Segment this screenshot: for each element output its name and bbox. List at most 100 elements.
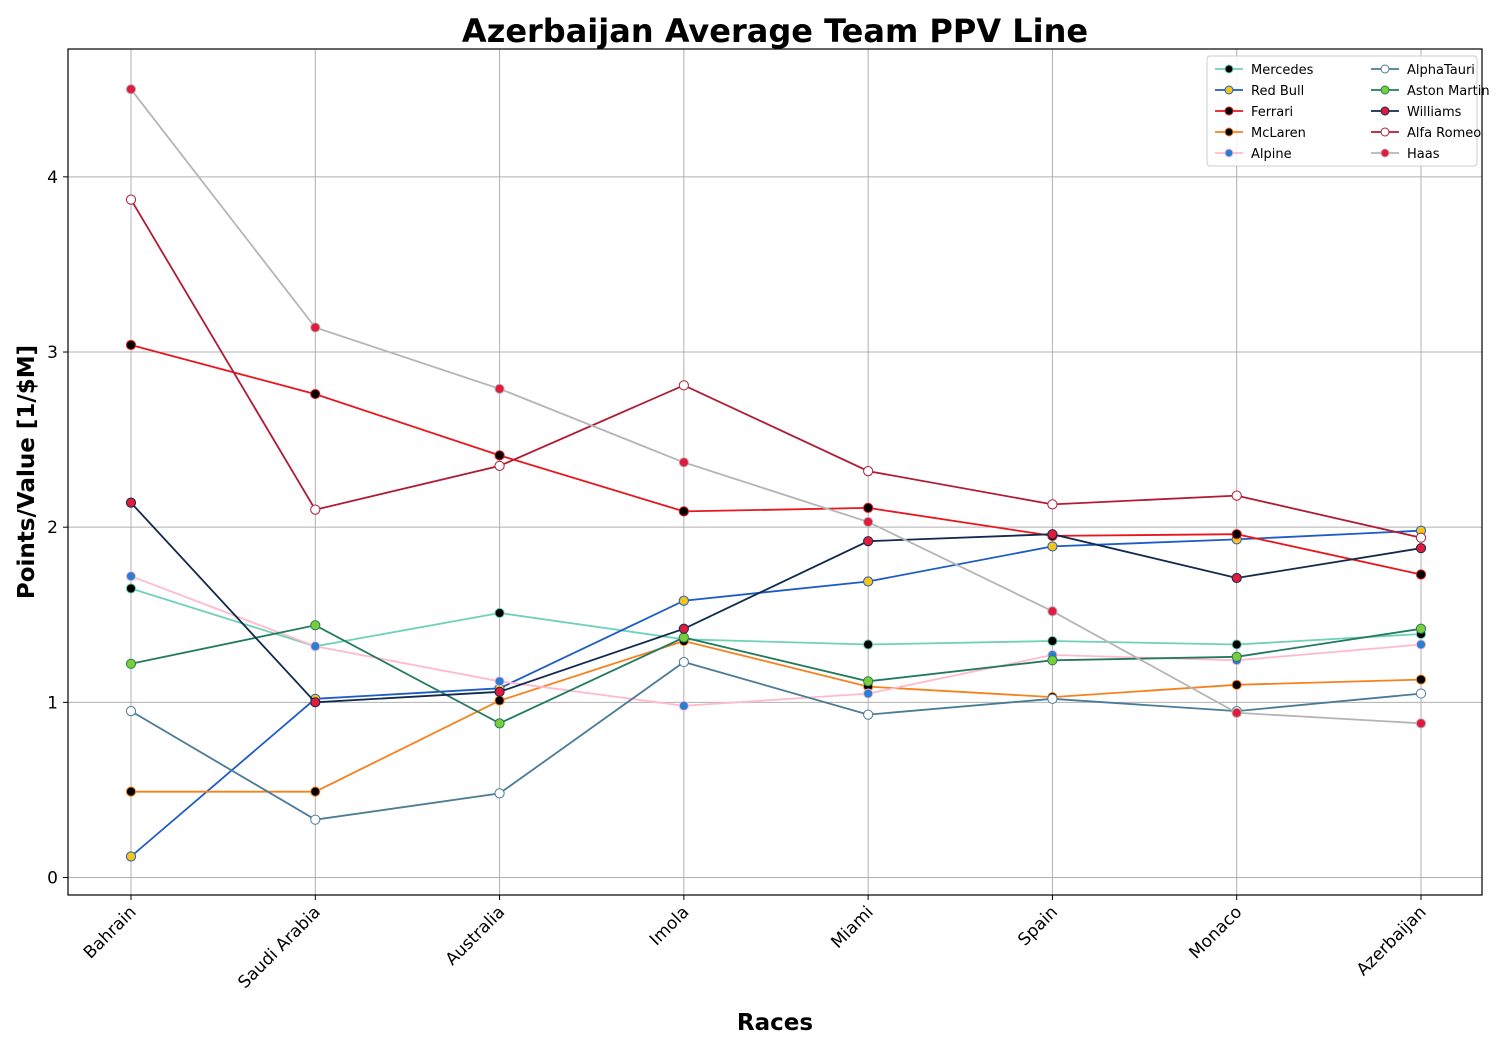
x-tick-label: Imola — [646, 902, 693, 949]
data-point-mclaren — [494, 695, 505, 706]
y-tick-label: 4 — [47, 168, 58, 188]
plot-frame — [67, 48, 1483, 896]
data-point-alphatauri — [125, 705, 137, 717]
tick-layer: Bahrain Saudi Arabia Australia Imola Miami Sp… — [47, 168, 1430, 993]
legend-item-haas: Haas — [1371, 147, 1440, 162]
data-point-williams — [1415, 543, 1427, 554]
y-tick-label: 2 — [47, 518, 58, 538]
chart-title: Azerbaijan Average Team PPV Line — [462, 12, 1088, 50]
series-line-red-bull — [130, 529, 1422, 858]
data-point-alpine — [678, 700, 689, 711]
data-point-aston-martin — [310, 620, 321, 631]
data-point-haas — [1415, 718, 1427, 729]
data-point-mercedes — [1047, 635, 1058, 647]
y-tick-label: 1 — [47, 693, 58, 713]
y-tick-label: 3 — [47, 343, 58, 363]
x-axis-label: Races — [737, 1010, 813, 1036]
series-line-haas — [130, 88, 1422, 725]
data-point-alfa-romeo — [1047, 499, 1058, 510]
legend-label: Alfa Romeo — [1407, 126, 1481, 141]
legend-item-alphatauri: AlphaTauri — [1371, 63, 1475, 78]
data-point-red-bull — [678, 595, 689, 606]
legend-item-williams: Williams — [1371, 105, 1462, 120]
x-tick-label: Saudi Arabia — [234, 902, 324, 992]
series-line-alfa-romeo — [130, 199, 1422, 539]
data-point-mclaren — [125, 786, 137, 797]
data-point-alphatauri — [310, 814, 321, 825]
data-point-williams — [1047, 529, 1058, 540]
series-williams — [125, 497, 1427, 708]
series-haas — [125, 84, 1427, 729]
data-point-alpine — [310, 641, 321, 652]
data-point-mclaren — [310, 786, 321, 797]
data-point-ferrari — [310, 388, 321, 400]
data-point-aston-martin — [1415, 623, 1427, 634]
series-line-mclaren — [131, 640, 1422, 793]
legend-marker — [1224, 85, 1234, 95]
legend-marker — [1380, 148, 1390, 158]
data-point-williams — [863, 536, 874, 547]
data-point-haas — [678, 457, 689, 468]
data-point-mclaren — [1415, 674, 1427, 685]
legend-marker — [1380, 85, 1390, 95]
data-point-haas — [494, 383, 505, 394]
x-tick-label: Spain — [1014, 902, 1062, 950]
data-point-aston-martin — [678, 632, 689, 643]
data-point-williams — [678, 623, 689, 634]
data-point-haas — [310, 322, 321, 333]
legend-marker — [1224, 148, 1234, 158]
data-point-red-bull — [125, 851, 137, 862]
legend-box — [1206, 55, 1478, 167]
x-tick-label: Miami — [827, 902, 877, 952]
data-point-alfa-romeo — [678, 380, 689, 391]
data-point-mercedes — [125, 583, 137, 594]
legend-item-ferrari: Ferrari — [1215, 105, 1293, 120]
data-point-red-bull — [863, 576, 874, 587]
series-line-mercedes — [130, 587, 1422, 648]
data-point-alphatauri — [678, 656, 689, 668]
legend-label: Williams — [1407, 105, 1462, 120]
data-point-alfa-romeo — [1415, 532, 1427, 543]
legend-item-alfa-romeo: Alfa Romeo — [1371, 126, 1481, 141]
data-point-ferrari — [125, 339, 137, 351]
legend-marker — [1224, 127, 1234, 137]
data-point-ferrari — [1231, 529, 1242, 540]
data-point-alphatauri — [494, 788, 505, 799]
legend: Mercedes Red Bull Ferrari McLaren Alpine Alph… — [1206, 55, 1490, 167]
data-point-alphatauri — [1047, 693, 1058, 704]
legend-item-mercedes: Mercedes — [1215, 63, 1314, 78]
series-line-alphatauri — [130, 661, 1422, 821]
data-point-alfa-romeo — [863, 466, 874, 477]
legend-label: AlphaTauri — [1407, 63, 1475, 78]
series-line-aston-martin — [130, 624, 1422, 725]
legend-item-mclaren: McLaren — [1215, 126, 1306, 141]
data-point-alphatauri — [1415, 688, 1427, 699]
legend-marker — [1224, 64, 1234, 74]
legend-label: Red Bull — [1251, 84, 1304, 99]
legend-marker — [1380, 106, 1390, 116]
legend-label: Mercedes — [1251, 63, 1314, 78]
data-point-ferrari — [863, 502, 874, 514]
data-point-williams — [310, 697, 321, 708]
data-point-haas — [125, 84, 137, 95]
legend-label: Ferrari — [1251, 105, 1293, 120]
data-point-alpine — [125, 571, 137, 582]
data-point-mercedes — [494, 607, 505, 619]
data-point-aston-martin — [125, 658, 137, 669]
data-point-alfa-romeo — [310, 504, 321, 515]
series-line-ferrari — [130, 344, 1422, 576]
data-point-aston-martin — [863, 676, 874, 687]
legend-label: Haas — [1407, 147, 1440, 162]
data-point-mercedes — [1231, 639, 1242, 650]
data-point-mclaren — [1231, 679, 1242, 690]
data-point-aston-martin — [1231, 651, 1242, 662]
data-point-aston-martin — [1047, 655, 1058, 666]
x-tick-label: Monaco — [1185, 902, 1246, 963]
data-point-haas — [1047, 606, 1058, 617]
data-point-aston-martin — [494, 718, 505, 729]
data-point-ferrari — [494, 450, 505, 461]
data-point-alpine — [494, 676, 505, 687]
series-alfa-romeo — [125, 194, 1427, 543]
series-aston-martin — [125, 620, 1427, 729]
legend-label: Alpine — [1251, 147, 1292, 162]
